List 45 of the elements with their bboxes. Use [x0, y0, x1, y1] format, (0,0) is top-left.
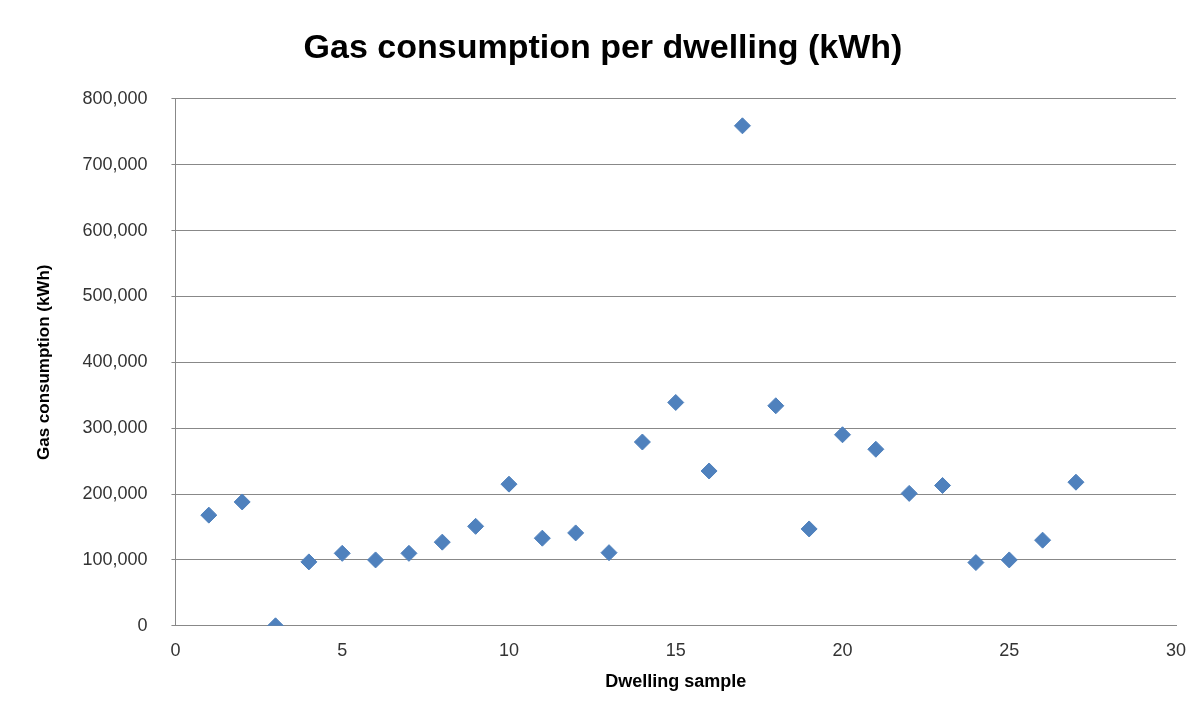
point — [433, 533, 451, 551]
point — [733, 117, 751, 135]
point — [300, 553, 318, 571]
point — [934, 476, 952, 494]
point — [333, 544, 351, 562]
point — [500, 475, 518, 493]
y-tick-label: 300,000 — [82, 417, 148, 438]
x-tick-label: 20 — [832, 639, 853, 660]
y-axis-title: Gas consumption (kWh) — [33, 264, 53, 461]
y-tick-label: 600,000 — [82, 219, 148, 240]
y-tick-label: 700,000 — [82, 153, 148, 174]
point — [467, 517, 485, 535]
y-tick-label: 500,000 — [82, 285, 148, 306]
x-tick-label: 0 — [170, 639, 181, 660]
point — [600, 544, 618, 562]
chart-title: Gas consumption per dwelling (kWh) — [303, 26, 903, 65]
y-tick-label: 100,000 — [82, 548, 148, 569]
x-axis-title: Dwelling sample — [605, 671, 747, 692]
x-tick-label: 30 — [1165, 639, 1187, 660]
point — [567, 524, 585, 542]
y-tick-label: 0 — [137, 614, 148, 635]
point — [200, 506, 218, 524]
point — [833, 426, 851, 444]
point — [667, 393, 685, 411]
y-tick-label: 800,000 — [82, 87, 148, 108]
point — [867, 440, 885, 458]
x-tick-label: 5 — [337, 639, 348, 660]
x-tick-label: 10 — [498, 639, 519, 660]
point — [1034, 531, 1052, 549]
point — [700, 462, 718, 480]
x-tick-label: 25 — [999, 639, 1020, 660]
x-tick-label: 15 — [665, 639, 686, 660]
point — [967, 554, 985, 572]
point — [1000, 551, 1018, 569]
point — [400, 544, 418, 562]
point — [900, 484, 918, 502]
point — [1067, 473, 1085, 491]
point — [367, 551, 385, 569]
point — [633, 433, 651, 451]
y-tick-label: 400,000 — [82, 351, 148, 372]
point — [533, 529, 551, 547]
point — [800, 520, 818, 538]
point — [767, 397, 785, 415]
y-tick-label: 200,000 — [82, 483, 148, 504]
point — [233, 493, 251, 511]
